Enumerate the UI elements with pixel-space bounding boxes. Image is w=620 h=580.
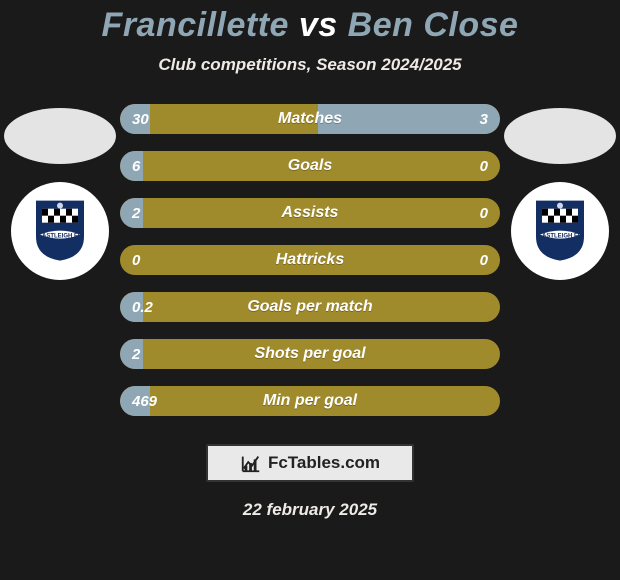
- svg-text:EASTLEIGH FC: EASTLEIGH FC: [538, 234, 583, 240]
- stat-value-left: 0.2: [132, 299, 153, 316]
- vs-label: vs: [299, 6, 338, 44]
- stat-value-left: 0: [132, 252, 140, 269]
- stat-label: Goals: [288, 157, 332, 175]
- stat-label: Hattricks: [276, 251, 344, 269]
- brand-badge[interactable]: FcTables.com: [206, 444, 414, 482]
- stat-label: Assists: [282, 204, 339, 222]
- brand-logo-icon: [240, 452, 262, 474]
- date-label: 22 february 2025: [243, 500, 377, 520]
- brand-label: FcTables.com: [268, 453, 380, 473]
- stat-label: Shots per goal: [254, 345, 365, 363]
- player-right-name: Ben Close: [348, 6, 519, 44]
- stat-value-left: 2: [132, 205, 140, 222]
- shield-icon: EASTLEIGH FC: [532, 197, 588, 263]
- stat-row-min_per_goal: 469 Min per goal: [120, 386, 500, 416]
- stat-row-goals: 6 Goals 0: [120, 151, 500, 181]
- stat-fill-right: [318, 104, 500, 134]
- stat-value-left: 2: [132, 346, 140, 363]
- stat-value-left: 30: [132, 111, 149, 128]
- page-title: Francillette vs Ben Close: [0, 0, 620, 45]
- stat-row-assists: 2 Assists 0: [120, 198, 500, 228]
- grid: EASTLEIGH FC 30Matches36Goals02Assists00…: [0, 104, 620, 416]
- left-club-crest: EASTLEIGH FC: [11, 182, 109, 280]
- competition-label: Club competitions, Season 2024/2025: [0, 55, 620, 75]
- stat-label: Matches: [278, 110, 342, 128]
- stat-row-matches: 30 Matches 3: [120, 104, 500, 134]
- stat-row-goals_per_match: 0.2 Goals per match: [120, 292, 500, 322]
- right-side: EASTLEIGH FC: [500, 104, 620, 280]
- left-side: EASTLEIGH FC: [0, 104, 120, 280]
- right-country-flag: [504, 108, 616, 164]
- stat-value-right: 0: [480, 252, 488, 269]
- stat-value-right: 3: [480, 111, 488, 128]
- right-club-crest: EASTLEIGH FC: [511, 182, 609, 280]
- stat-value-left: 469: [132, 393, 157, 410]
- player-left-name: Francillette: [102, 6, 289, 44]
- stats-column: 30 Matches 3 6 Goals 0 2 Assists 0 0 Hattricks 0 0.2…: [120, 104, 500, 416]
- stat-row-shots_per_goal: 2 Shots per goal: [120, 339, 500, 369]
- shield-icon: EASTLEIGH FC: [32, 197, 88, 263]
- left-country-flag: [4, 108, 116, 164]
- stat-label: Min per goal: [263, 392, 357, 410]
- stat-value-right: 0: [480, 205, 488, 222]
- stat-value-right: 0: [480, 158, 488, 175]
- stat-value-left: 6: [132, 158, 140, 175]
- svg-text:EASTLEIGH FC: EASTLEIGH FC: [38, 234, 83, 240]
- comparison-card: Francillette vs Ben Close Club competiti…: [0, 0, 620, 580]
- stat-label: Goals per match: [247, 298, 372, 316]
- stat-row-hattricks: 0 Hattricks 0: [120, 245, 500, 275]
